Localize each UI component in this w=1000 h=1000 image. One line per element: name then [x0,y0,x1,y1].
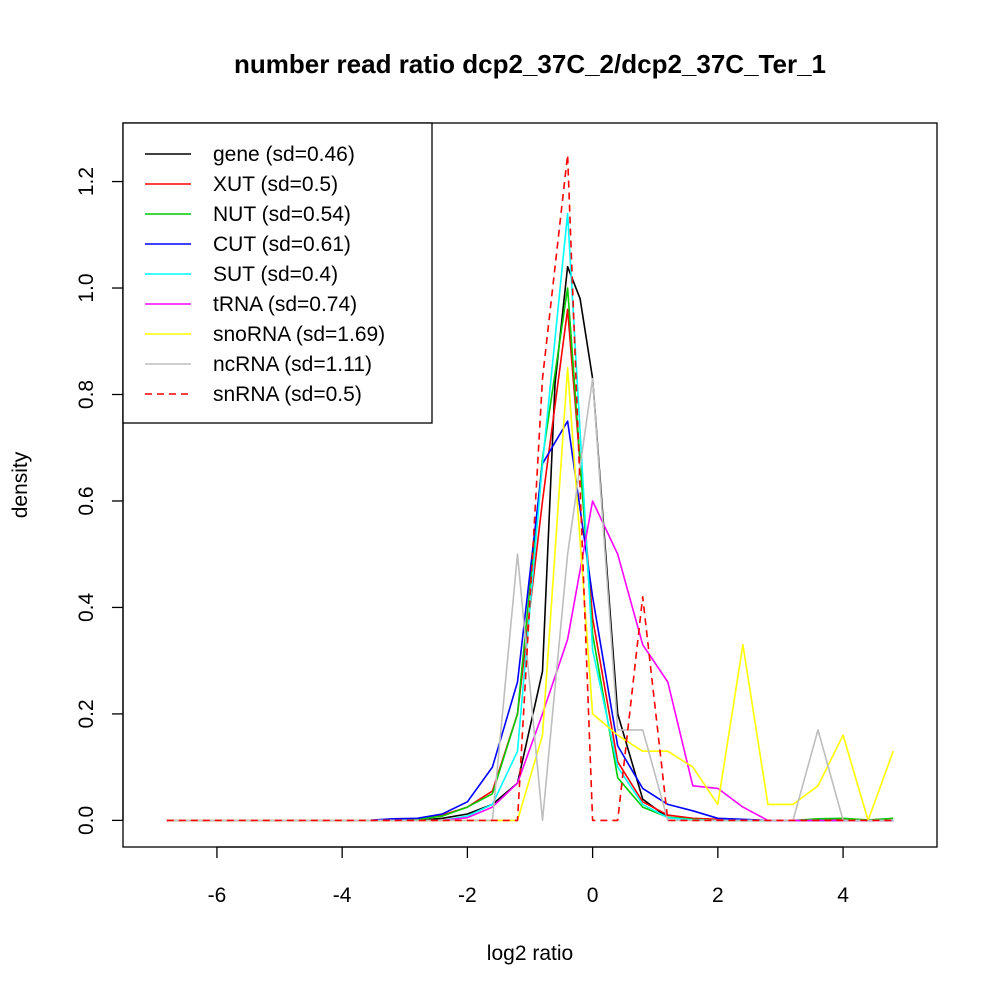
legend-entry-2: NUT (sd=0.54) [213,203,351,226]
legend-entry-0: gene (sd=0.46) [213,143,355,166]
y-axis-label: density [9,451,32,518]
series-line-7 [166,377,894,822]
series-line-6 [166,367,894,822]
legend-entry-3: CUT (sd=0.61) [213,233,351,256]
series-line-8 [166,154,894,822]
legend-entry-7: ncRNA (sd=1.11) [213,353,372,376]
x-tick-label: 0 [587,884,599,907]
y-tick-label: 0.0 [75,806,98,835]
legend: gene (sd=0.46) XUT (sd=0.5) NUT (sd=0.54) C… [122,122,433,424]
series-layer [166,154,894,822]
chart-title: number read ratio dcp2_37C_2/dcp2_37C_Te… [234,49,826,79]
legend-entry-8: snRNA (sd=0.5) [213,383,362,406]
legend-box [122,122,433,424]
y-tick-label: 0.6 [75,486,98,515]
legend-entry-1: XUT (sd=0.5) [213,173,338,196]
x-tick-label: -2 [458,884,477,907]
y-tick-label: 0.2 [75,699,98,728]
x-tick-label: 2 [712,884,724,907]
x-tick-label: -4 [333,884,352,907]
x-tick-label: -6 [208,884,227,907]
y-tick-label: 1.0 [75,273,98,302]
x-axis-label: log2 ratio [487,942,573,965]
axes-layer: -6 -4 -2 0 2 4 0.0 0.2 0.4 0.6 0.8 1.0 1.2 [75,122,938,907]
series-line-2 [166,287,894,822]
series-line-3 [166,420,894,822]
legend-entry-4: SUT (sd=0.4) [213,263,338,286]
legend-entry-6: snoRNA (sd=1.69) [213,323,385,346]
legend-entry-5: tRNA (sd=0.74) [213,293,357,316]
x-tick-label: 4 [837,884,849,907]
y-tick-label: 0.8 [75,380,98,409]
series-line-5 [166,500,894,822]
y-tick-label: 1.2 [75,167,98,196]
y-tick-label: 0.4 [75,593,98,623]
